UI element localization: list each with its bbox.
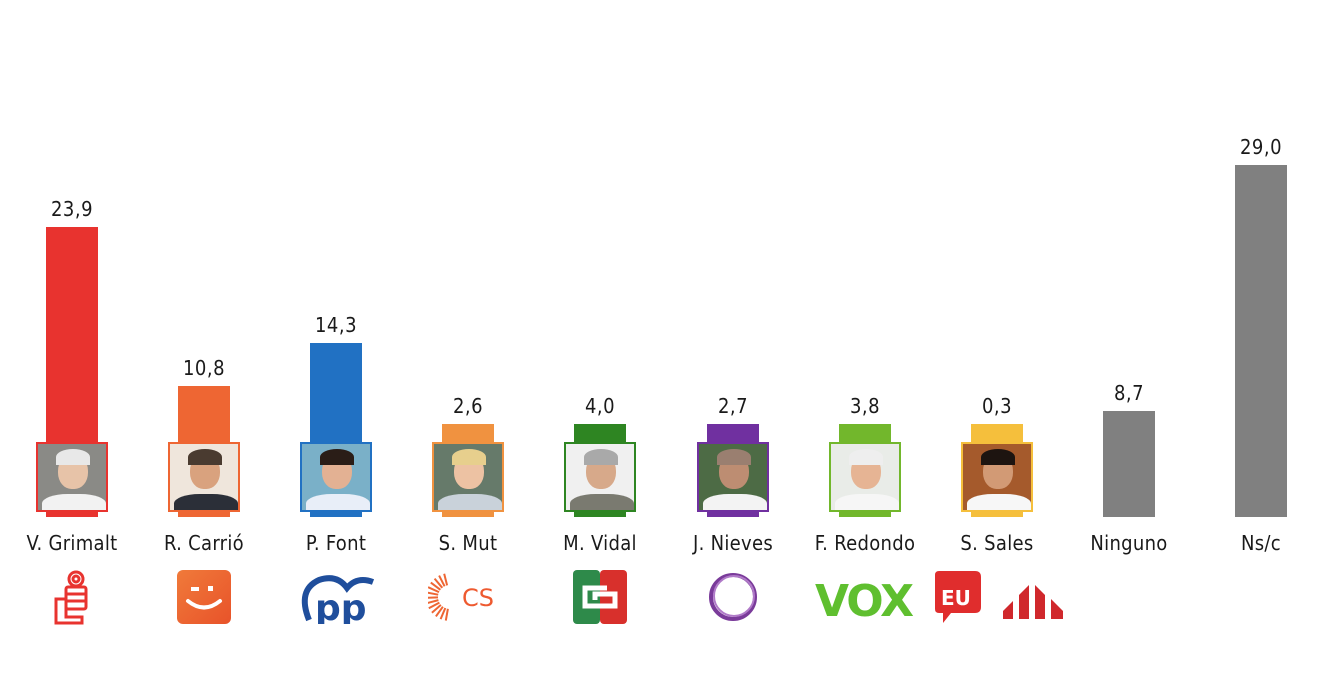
candidate-photo [300, 442, 372, 512]
category-label: S. Sales [960, 531, 1034, 555]
svg-text:pp: pp [315, 588, 367, 624]
bar-ninguno[interactable] [1103, 411, 1155, 517]
category-label: F. Redondo [814, 531, 916, 555]
value-label: 8,7 [1113, 381, 1145, 406]
value-label: 2,7 [717, 394, 749, 418]
category-label: P. Font [305, 531, 367, 555]
bar-ns-c[interactable] [1235, 165, 1287, 517]
erc-logo-icon [1000, 568, 1070, 626]
category-label: Ninguno [1090, 531, 1168, 555]
candidate-photo [961, 442, 1033, 512]
pp-logo-icon: pp [296, 568, 376, 626]
value-label: 14,3 [314, 313, 358, 338]
candidate-photo [168, 442, 240, 512]
svg-text:CS: CS [462, 584, 494, 612]
value-label: 10,8 [182, 355, 226, 380]
value-label: 23,9 [50, 196, 94, 221]
value-label: 3,8 [849, 394, 881, 418]
svg-text:EU: EU [941, 586, 971, 610]
candidate-photo [829, 442, 901, 512]
category-label: J. Nieves [692, 531, 774, 555]
psoe-rose-fist-icon [47, 568, 97, 626]
cs-logo-icon: CS [428, 568, 508, 626]
value-label: 2,6 [452, 394, 484, 418]
el-pi-logo-icon [570, 568, 630, 626]
value-label: 4,0 [584, 394, 616, 418]
candidate-photo [36, 442, 108, 512]
vox-logo-icon: VOX [810, 568, 920, 626]
candidate-photo [697, 442, 769, 512]
podemos-circle-icon [703, 568, 763, 626]
candidate-photo [564, 442, 636, 512]
candidate-photo [432, 442, 504, 512]
svg-text:VOX: VOX [815, 576, 914, 624]
eu-logo-icon: EU [929, 568, 985, 626]
mes-smile-icon [174, 568, 234, 626]
category-label: S. Mut [438, 531, 498, 555]
category-label: V. Grimalt [26, 531, 118, 555]
category-label: R. Carrió [164, 531, 244, 555]
category-label: M. Vidal [563, 531, 637, 555]
category-label: Ns/c [1241, 531, 1281, 555]
value-label: 0,3 [981, 394, 1013, 418]
value-label: 29,0 [1239, 135, 1283, 159]
